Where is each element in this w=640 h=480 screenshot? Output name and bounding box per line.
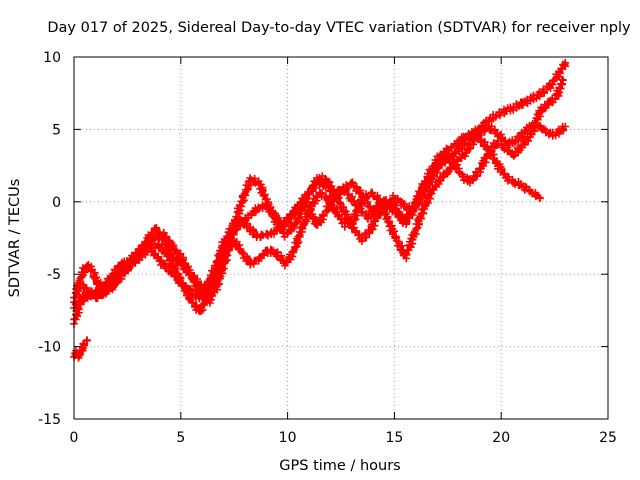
y-tick-label: 10 <box>43 50 61 66</box>
grid <box>74 57 608 419</box>
x-tick-label: 5 <box>176 430 185 446</box>
x-tick-label: 25 <box>599 430 617 446</box>
x-tick-label: 20 <box>492 430 510 446</box>
axis-ticks: 0 5 10 15 20 25 -15 -10 -5 0 5 10 <box>38 50 617 446</box>
y-tick-label: 0 <box>52 195 61 211</box>
y-axis-label: SDTVAR / TECUs <box>7 179 23 298</box>
series-track-d <box>70 59 570 306</box>
x-tick-label: 15 <box>385 430 403 446</box>
data-marks <box>70 59 570 362</box>
x-tick-label: 10 <box>279 430 297 446</box>
plot-frame <box>73 56 609 420</box>
y-tick-label: -10 <box>38 340 61 356</box>
x-axis-label: GPS time / hours <box>279 458 400 474</box>
y-tick-label: 5 <box>52 122 61 138</box>
y-tick-label: -15 <box>38 412 61 428</box>
series-points <box>70 59 570 306</box>
x-tick-label: 0 <box>70 430 79 446</box>
chart-title: Day 017 of 2025, Sidereal Day-to-day VTE… <box>47 20 631 36</box>
y-tick-label: -5 <box>47 267 61 283</box>
